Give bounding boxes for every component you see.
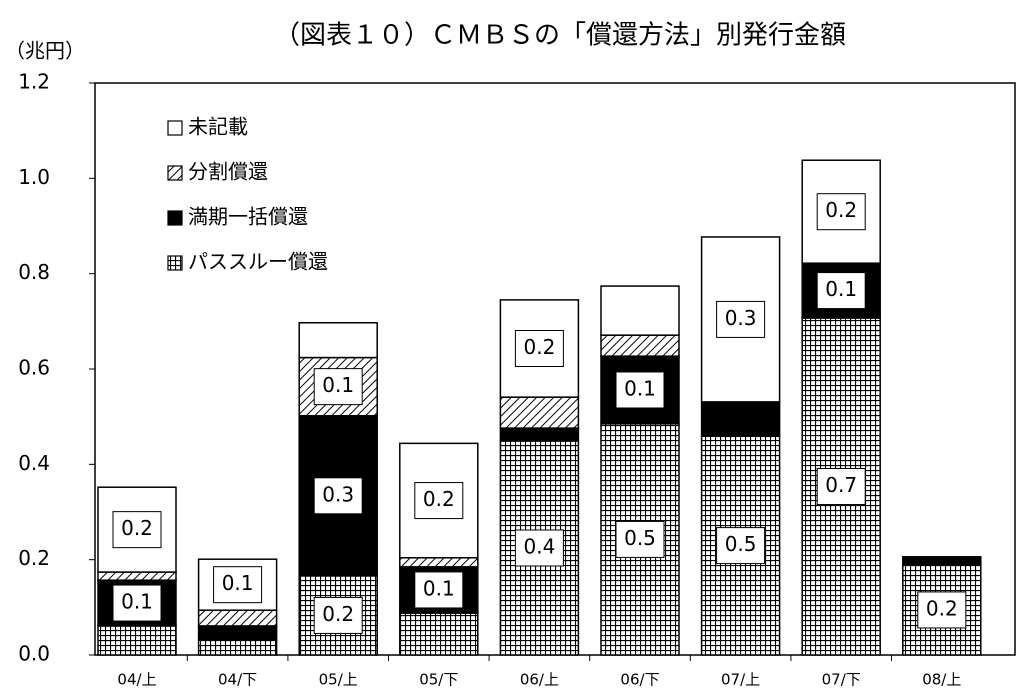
legend-label: パススルー償還 <box>188 250 328 274</box>
value-label: 0.1 <box>825 277 857 301</box>
y-tick-label: 0.0 <box>18 642 50 666</box>
legend-swatch <box>167 210 183 226</box>
value-label: 0.5 <box>725 532 757 556</box>
y-tick-label: 0.8 <box>18 260 50 284</box>
value-label-box <box>112 511 162 549</box>
bar-segment <box>399 612 479 656</box>
y-tick-label: 0.4 <box>18 451 50 475</box>
value-label-box <box>414 482 464 520</box>
value-label: 0.2 <box>926 596 958 620</box>
legend-label: 満期一括償還 <box>188 205 308 229</box>
x-tick-label: 04/下 <box>218 671 257 689</box>
value-label-box <box>917 591 967 629</box>
x-tick-label: 05/下 <box>419 671 458 689</box>
y-tick-label: 0.2 <box>18 546 50 570</box>
value-label: 0.1 <box>423 576 455 600</box>
value-label: 0.1 <box>624 376 656 400</box>
value-label: 0.2 <box>423 487 455 511</box>
bar-segment <box>499 427 580 442</box>
value-label: 0.5 <box>624 526 656 550</box>
value-label-box <box>313 596 363 634</box>
x-tick-label: 06/下 <box>620 671 659 689</box>
value-label: 0.4 <box>523 534 555 558</box>
value-label: 0.2 <box>322 602 354 626</box>
value-label: 0.2 <box>523 335 555 359</box>
bar-segment <box>298 322 378 359</box>
bar-segment <box>97 625 177 656</box>
value-label-box <box>716 300 766 338</box>
value-label-box <box>313 477 363 515</box>
legend-label: 未記載 <box>188 115 248 139</box>
bar-segment <box>902 556 982 566</box>
value-label-box <box>615 371 665 409</box>
value-label: 0.2 <box>825 198 857 222</box>
x-tick-label: 07/上 <box>721 671 760 689</box>
bar-segment <box>600 285 680 336</box>
value-label: 0.1 <box>121 590 153 614</box>
value-label-box <box>514 529 564 567</box>
y-tick-label: 0.6 <box>18 356 50 380</box>
bar-segment <box>197 639 278 656</box>
legend-swatch <box>167 165 183 181</box>
y-tick-label: 1.2 <box>18 70 50 94</box>
value-label-box <box>213 566 263 604</box>
bar-segment <box>700 401 781 437</box>
value-label-box <box>716 527 766 565</box>
bar-segment <box>197 625 278 641</box>
value-label: 0.7 <box>825 473 857 497</box>
value-label: 0.3 <box>322 482 354 506</box>
value-label-box <box>816 467 866 505</box>
value-label-box <box>414 571 464 609</box>
legend-swatch <box>167 255 183 271</box>
x-tick-label: 06/上 <box>520 671 559 689</box>
bar-segment <box>97 571 177 581</box>
x-tick-label: 08/上 <box>922 671 961 689</box>
value-label-box <box>514 330 564 368</box>
value-label-box <box>816 193 866 231</box>
value-label: 0.1 <box>222 571 254 595</box>
value-label-box <box>112 584 162 622</box>
y-tick-label: 1.0 <box>18 165 50 189</box>
value-label: 0.1 <box>322 373 354 397</box>
value-label-box <box>816 272 866 310</box>
bar-segment <box>197 609 278 627</box>
y-axis-label: （兆円） <box>5 39 85 63</box>
value-label: 0.2 <box>121 516 153 540</box>
bar-segment <box>499 396 580 429</box>
value-label-box <box>313 368 363 406</box>
legend-swatch <box>167 120 183 136</box>
x-tick-label: 04/上 <box>117 671 156 689</box>
value-label: 0.3 <box>725 306 757 330</box>
x-tick-label: 05/上 <box>319 671 358 689</box>
bar-segment <box>600 334 680 357</box>
value-label-box <box>615 520 665 558</box>
legend-label: 分割償還 <box>188 160 268 184</box>
chart-title: （図表１０）ＣＭＢＳの「償還方法」別発行金額 <box>274 21 846 51</box>
x-tick-label: 07/下 <box>822 671 861 689</box>
bar-segment <box>399 557 479 568</box>
